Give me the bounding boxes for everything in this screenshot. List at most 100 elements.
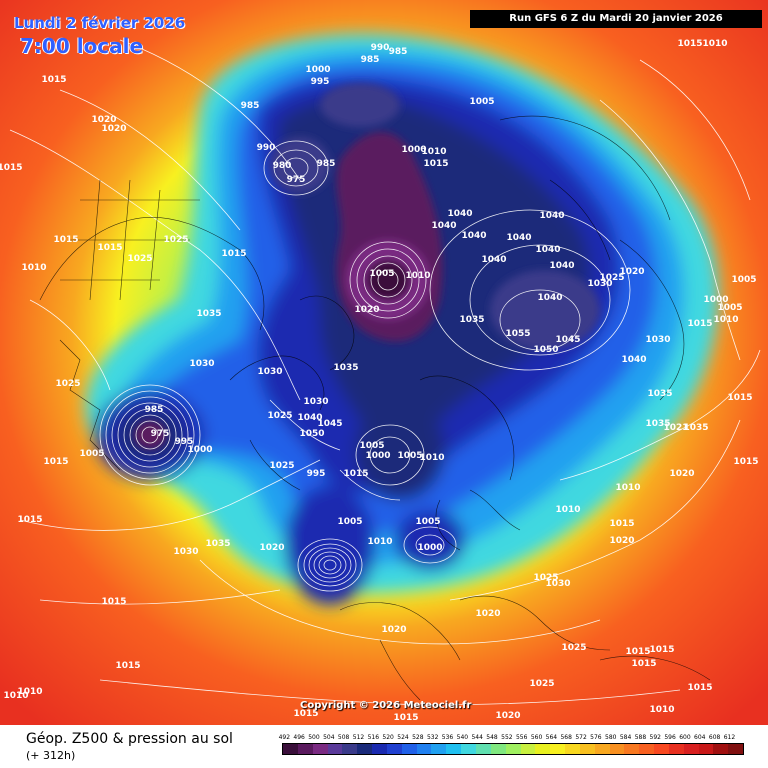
pressure-label: 1005: [359, 441, 384, 451]
pressure-label: 1005: [79, 449, 104, 459]
scale-label: 520: [382, 734, 394, 741]
scale-swatch: [327, 744, 343, 754]
pressure-label: 1005: [415, 517, 440, 527]
pressure-label: 1030: [587, 279, 612, 289]
pressure-label: 1035: [683, 423, 708, 433]
pressure-label: 1030: [173, 547, 198, 557]
pressure-label: 1005: [469, 97, 494, 107]
scale-swatch: [594, 744, 610, 754]
scale-label: 600: [679, 734, 691, 741]
scale-label: 580: [605, 734, 617, 741]
pressure-label: 1015: [343, 469, 368, 479]
pressure-label: 1005: [717, 303, 742, 313]
pressure-label: 1050: [299, 429, 324, 439]
pressure-label: 1000: [305, 65, 330, 75]
pressure-label: 1015: [17, 515, 42, 525]
scale-label: 572: [575, 734, 587, 741]
pressure-label: 1010: [419, 453, 444, 463]
pressure-label: 1010: [702, 39, 727, 49]
scale-swatch: [416, 744, 432, 754]
scale-label: 596: [664, 734, 676, 741]
pressure-label: 1010: [713, 315, 738, 325]
pressure-label: 1000: [401, 145, 426, 155]
pressure-label: 1030: [645, 335, 670, 345]
pressure-label: 1015: [43, 457, 68, 467]
pressure-label: 1030: [189, 359, 214, 369]
pressure-label: 1055: [505, 329, 530, 339]
pressure-label: 1015: [687, 683, 712, 693]
scale-label: 592: [649, 734, 661, 741]
pressure-label: 1020: [669, 469, 694, 479]
pressure-label: 1015: [393, 713, 418, 723]
pressure-label: 1025: [127, 254, 152, 264]
pressure-label: 1040: [461, 231, 486, 241]
scale-swatch: [357, 744, 373, 754]
pressure-label: 1040: [297, 413, 322, 423]
pressure-label: 1020: [91, 115, 116, 125]
scale-label: 608: [708, 734, 721, 741]
pressure-label: 1025: [163, 235, 188, 245]
scale-swatch: [475, 744, 491, 754]
scale-swatch: [446, 744, 462, 754]
map-panel: 990 985 985 1000 995 1005 985 990 980 985 975 1000 1…: [0, 0, 768, 725]
pressure-label: 1010: [649, 705, 674, 715]
scale-label: 556: [515, 734, 528, 741]
pressure-label: 1040: [431, 221, 456, 231]
pressure-label: 1021: [663, 423, 688, 433]
pressure-label: 1020: [475, 609, 500, 619]
pressure-label: 1040: [537, 293, 562, 303]
scale-label: 536: [441, 734, 454, 741]
pressure-label: 990: [257, 143, 276, 153]
scale-label: 544: [471, 734, 483, 741]
pressure-label: 1010: [17, 687, 42, 697]
scale-swatch: [505, 744, 521, 754]
pressure-label: 1010: [615, 483, 640, 493]
pressure-label: 980: [273, 161, 292, 171]
pressure-label: 1010: [21, 263, 46, 273]
pressure-label: 1025: [561, 643, 586, 653]
scale-swatch: [490, 744, 506, 754]
pressure-label: 1015: [631, 659, 656, 669]
color-scale-bar: [282, 743, 744, 755]
scale-swatch: [683, 744, 699, 754]
pressure-label: 1040: [481, 255, 506, 265]
pressure-label: 1040: [621, 355, 646, 365]
pressure-label: 985: [241, 101, 260, 111]
pressure-label: 1000: [365, 451, 390, 461]
pressure-label: 985: [361, 55, 380, 65]
pressure-label: 1020: [101, 124, 126, 134]
scale-label: 588: [634, 734, 647, 741]
pressure-label: 1045: [317, 419, 342, 429]
pressure-label: 1000: [417, 543, 442, 553]
pressure-label: 1015: [221, 249, 246, 259]
run-info: Run GFS 6 Z du Mardi 20 janvier 2026: [470, 10, 762, 28]
pressure-label: 1020: [381, 625, 406, 635]
pressure-label: 1025: [269, 461, 294, 471]
pressure-label: 1015: [727, 393, 752, 403]
pressure-label: 1025: [55, 379, 80, 389]
pressure-label: 1000: [187, 445, 212, 455]
scale-swatch: [609, 744, 625, 754]
pressure-label: 1015: [97, 243, 122, 253]
scale-swatch: [624, 744, 640, 754]
pressure-label: 1010: [3, 691, 28, 701]
map-title: Géop. Z500 & pression au sol: [26, 731, 233, 747]
scale-swatch: [535, 744, 551, 754]
pressure-label: 985: [317, 159, 336, 169]
pressure-label: 1015: [423, 159, 448, 169]
pressure-label: 995: [307, 469, 326, 479]
scale-label: 560: [530, 734, 543, 741]
scale-label: 492: [278, 734, 291, 741]
pressure-label: 1035: [333, 363, 358, 373]
pressure-label: 1005: [397, 451, 422, 461]
scale-label: 548: [486, 734, 498, 741]
scale-swatch: [312, 744, 328, 754]
pressure-label: 1040: [549, 261, 574, 271]
pressure-label: 1015: [101, 597, 126, 607]
pressure-label: 995: [311, 77, 330, 87]
scale-swatch: [654, 744, 669, 754]
pressure-label: 975: [151, 429, 170, 439]
scale-swatch: [461, 744, 476, 754]
vortex-core: [134, 83, 600, 449]
scale-swatch: [372, 744, 387, 754]
